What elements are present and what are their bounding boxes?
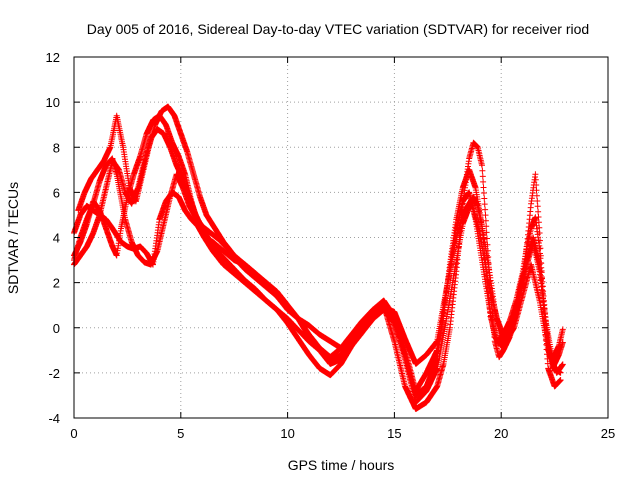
y-tick-label: 12 [46,50,60,65]
data-points [71,103,566,412]
y-tick-label: 0 [53,321,60,336]
y-tick-label: 2 [53,276,60,291]
y-tick-label: 4 [53,231,60,246]
y-tick-label: 10 [46,95,60,110]
x-tick-label: 5 [177,426,184,441]
axis-ticks: 0 5 10 15 20 25 -4 -2 0 2 4 6 8 10 12 [46,50,616,441]
x-tick-label: 0 [70,426,77,441]
x-tick-label: 15 [387,426,401,441]
y-tick-label: -4 [48,411,60,426]
x-tick-label: 25 [601,426,615,441]
x-tick-label: 10 [280,426,294,441]
y-tick-label: 6 [53,185,60,200]
y-tick-label: 8 [53,140,60,155]
x-tick-label: 20 [494,426,508,441]
series-track-e [75,103,566,406]
y-axis-title: SDTVAR / TECUs [5,182,21,294]
y-tick-label: -2 [48,366,60,381]
data-point-markers [75,103,566,406]
x-axis-title: GPS time / hours [288,457,395,473]
grid [74,57,608,418]
chart-title: Day 005 of 2016, Sidereal Day-to-day VTE… [87,21,589,37]
